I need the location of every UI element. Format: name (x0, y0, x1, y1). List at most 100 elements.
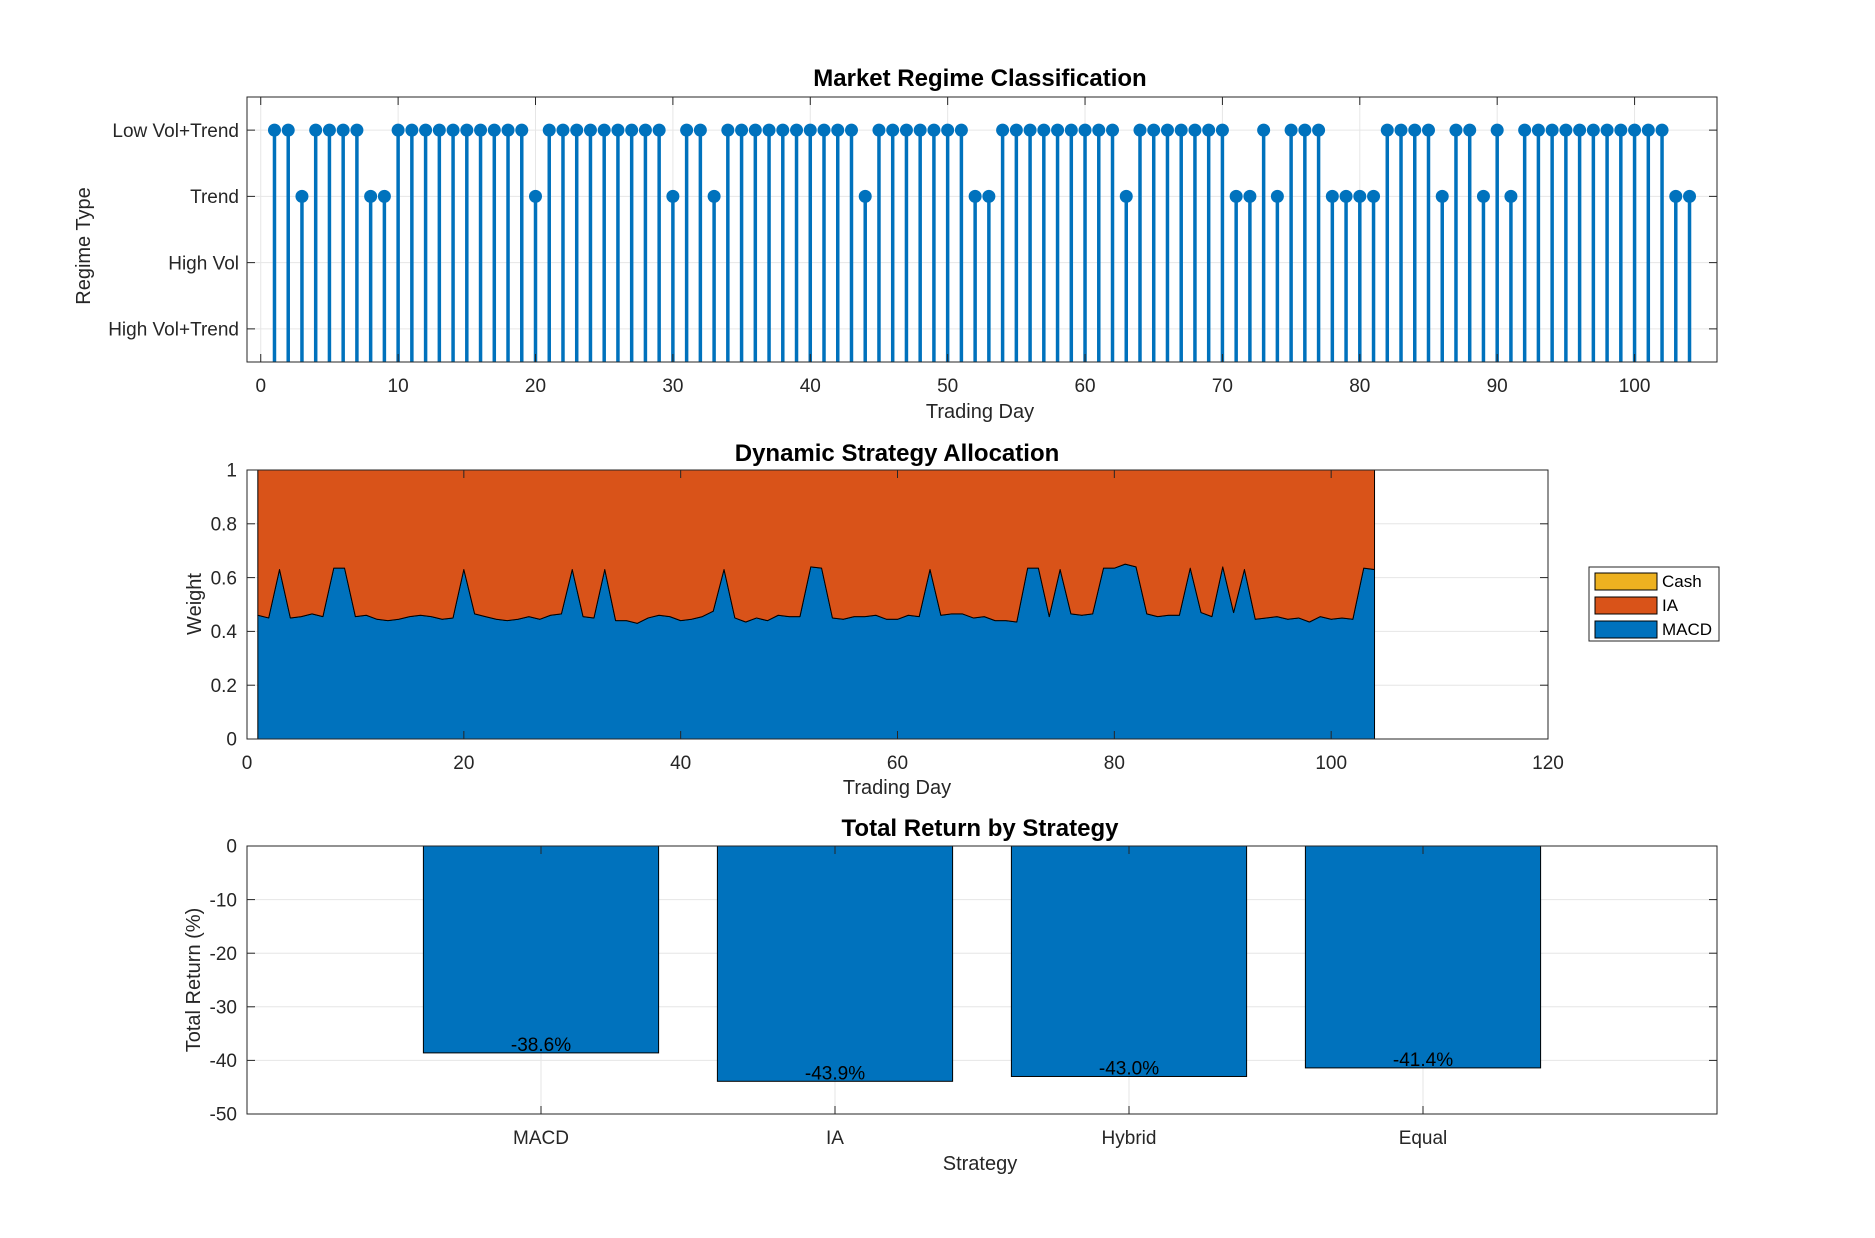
stem-marker (1353, 189, 1367, 203)
x-tick-label: IA (826, 1128, 844, 1149)
stem-marker (803, 123, 817, 137)
stem-marker (1147, 123, 1161, 137)
stem-marker (666, 189, 680, 203)
bar-data-label: -41.4% (1393, 1050, 1453, 1071)
stem-marker (611, 123, 625, 137)
stem-marker (762, 123, 776, 137)
y-tick-label: -20 (210, 944, 237, 965)
bar-ia (716, 845, 954, 1082)
y-tick-label: -40 (210, 1051, 237, 1072)
stem-marker (844, 123, 858, 137)
x-tick-label: 70 (1212, 376, 1233, 397)
stem-marker (1367, 189, 1381, 203)
return-bars: -38.6% -43.9% -43.0% -41.4% (422, 845, 1542, 1084)
stem-marker (1257, 123, 1271, 137)
y-tick-label: -10 (210, 890, 237, 911)
x-tick-label: MACD (513, 1128, 569, 1149)
stem-marker (707, 189, 721, 203)
x-tick-label: 80 (1104, 753, 1125, 774)
x-tick-label: 20 (525, 376, 546, 397)
x-tick-label: 0 (242, 753, 253, 774)
allocation-legend: Cash IA MACD (1588, 566, 1720, 642)
allocation-areas (257, 469, 1376, 740)
y-tick-label: 0.8 (211, 514, 237, 535)
y-tick-label: High Vol+Trend (108, 320, 239, 341)
y-tick-label: 0.6 (211, 568, 237, 589)
stem-marker (1009, 123, 1023, 137)
regime-y-axis-label: Regime Type (73, 187, 95, 304)
stem-marker (1106, 123, 1120, 137)
allocation-chart-title: Dynamic Strategy Allocation (735, 440, 1060, 467)
stem-marker (1037, 123, 1051, 137)
stem-marker (1284, 123, 1298, 137)
legend-label-ia: IA (1662, 596, 1679, 615)
x-tick-label: Hybrid (1102, 1128, 1157, 1149)
stem-marker (391, 123, 405, 137)
stem-marker (1092, 123, 1106, 137)
bar-data-label: -43.9% (805, 1063, 865, 1084)
stem-marker (1628, 123, 1642, 137)
stem-marker (831, 123, 845, 137)
stem-marker (858, 189, 872, 203)
stem-marker (309, 123, 323, 137)
stem-marker (1394, 123, 1408, 137)
stem-marker (638, 123, 652, 137)
stem-marker (1243, 189, 1257, 203)
stem-marker (1339, 189, 1353, 203)
regime-stems (267, 123, 1697, 362)
stem-marker (1380, 123, 1394, 137)
stem-marker (515, 123, 529, 137)
stem-marker (1312, 123, 1326, 137)
axes-box (246, 96, 1718, 363)
y-tick-label: 0 (226, 730, 237, 751)
stem-marker (1051, 123, 1065, 137)
allocation-area-chart: Dynamic Strategy Allocation 0 20 40 60 80 100… (184, 440, 1720, 799)
x-tick-label: 20 (453, 753, 474, 774)
x-tick-label: 40 (670, 753, 691, 774)
y-tick-label: 0 (226, 837, 237, 858)
stem-marker (652, 123, 666, 137)
y-tick-label: Trend (190, 187, 239, 208)
stem-marker (377, 189, 391, 203)
stem-marker (776, 123, 790, 137)
bar-hybrid (1010, 845, 1248, 1077)
stem-marker (529, 189, 543, 203)
stem-marker (1614, 123, 1628, 137)
stem-marker (1504, 189, 1518, 203)
return-bar-chart: Total Return by Strategy -38.6% -43.9% -43… (183, 815, 1718, 1175)
legend-swatch-ia (1594, 596, 1658, 615)
stem-marker (1188, 123, 1202, 137)
stem-marker (474, 123, 488, 137)
stem-marker (927, 123, 941, 137)
x-tick-label: 80 (1349, 376, 1370, 397)
stem-marker (1683, 189, 1697, 203)
stem-marker (267, 123, 281, 137)
stem-marker (1655, 123, 1669, 137)
stem-marker (1463, 123, 1477, 137)
stem-marker (1421, 123, 1435, 137)
regime-axes: 0 10 20 30 40 50 60 70 80 90 100 High Vol+Trend High… (108, 96, 1718, 397)
stem-marker (913, 123, 927, 137)
y-tick-label: 0.2 (211, 676, 237, 697)
stem-marker (735, 123, 749, 137)
stem-marker (872, 123, 886, 137)
x-tick-label: 60 (887, 753, 908, 774)
stem-marker (996, 123, 1010, 137)
stem-marker (364, 189, 378, 203)
regime-stem-chart: Market Regime Classification 0 10 20 30 40 50… (73, 65, 1718, 423)
stem-marker (1449, 123, 1463, 137)
allocation-x-axis-label: Trading Day (843, 777, 951, 799)
stem-marker (693, 123, 707, 137)
stem-marker (446, 123, 460, 137)
stem-marker (817, 123, 831, 137)
stem-marker (1408, 123, 1422, 137)
stem-marker (721, 123, 735, 137)
bar-macd (422, 845, 660, 1054)
stem-marker (322, 123, 336, 137)
stem-marker (501, 123, 515, 137)
stem-marker (405, 123, 419, 137)
stem-marker (542, 123, 556, 137)
y-tick-label: High Vol (168, 253, 239, 274)
stem-marker (968, 189, 982, 203)
